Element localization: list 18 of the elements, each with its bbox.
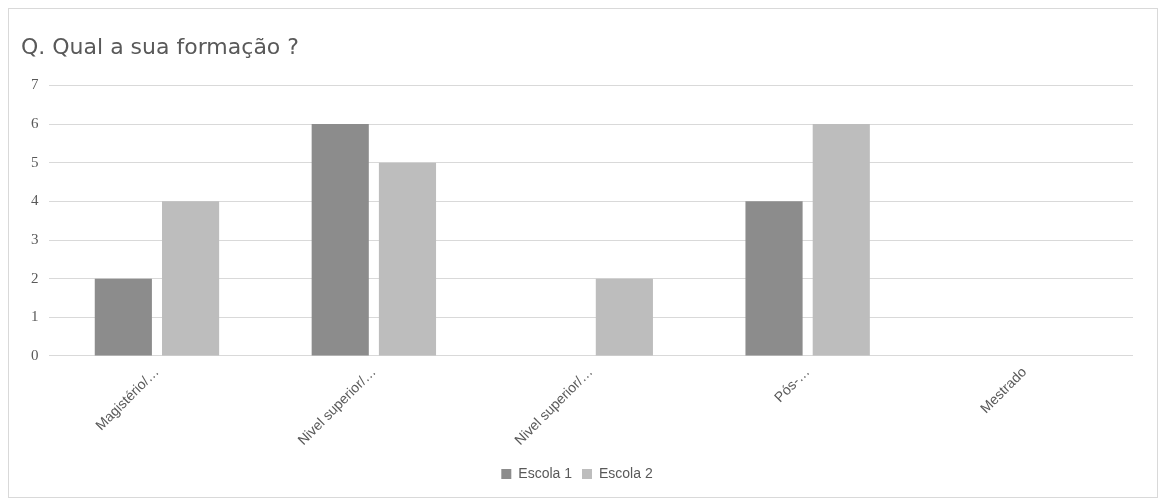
bar: [745, 201, 803, 356]
y-tick-label: 5: [31, 153, 39, 170]
y-tick-label: 6: [31, 114, 39, 131]
y-tick-label: 3: [31, 230, 39, 247]
y-tick-label: 1: [31, 308, 39, 325]
bar: [595, 278, 653, 356]
chart-title: Q. Qual a sua formação ?: [21, 33, 299, 59]
bar: [161, 201, 220, 356]
y-tick-label: 4: [31, 192, 39, 209]
bar: [812, 124, 870, 356]
y-tick-label: 7: [31, 76, 39, 93]
legend-label: Escola 1: [518, 464, 573, 481]
bar: [311, 124, 369, 356]
bar: [94, 278, 152, 356]
y-tick-label: 2: [31, 269, 39, 286]
legend-label: Escola 2: [599, 464, 653, 481]
bar: [378, 162, 437, 356]
y-tick-label: 0: [31, 346, 39, 363]
